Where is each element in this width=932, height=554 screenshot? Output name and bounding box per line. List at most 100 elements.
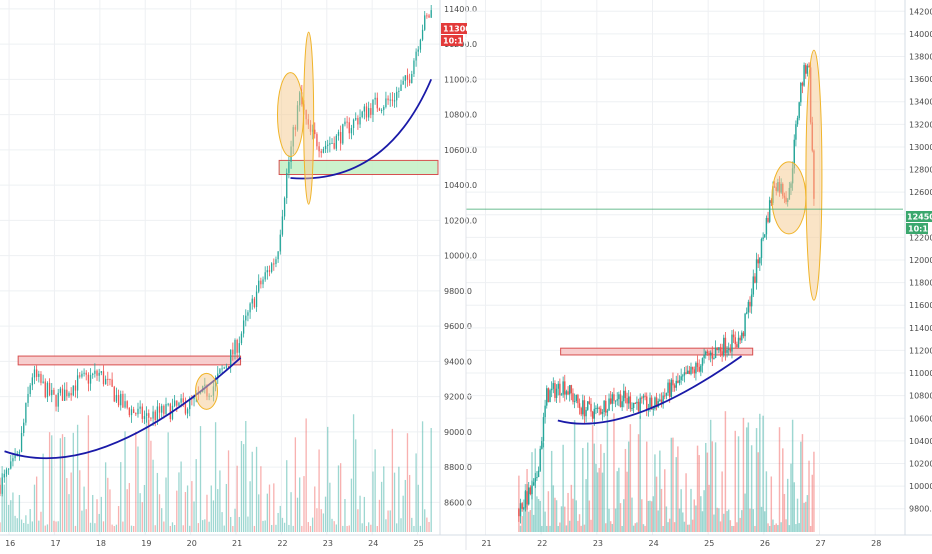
- volume-bar: [210, 485, 212, 532]
- candle-body: [380, 109, 383, 111]
- volume-bar: [550, 450, 553, 532]
- volume-bar: [677, 446, 679, 532]
- volume-bar: [583, 524, 586, 532]
- candle-body: [128, 407, 131, 416]
- volume-bar: [193, 501, 195, 532]
- volume-bar: [363, 496, 366, 532]
- candle-body: [752, 276, 755, 295]
- volume-bar: [72, 432, 74, 532]
- y-tick-label: 12000.0: [909, 256, 932, 265]
- volume-bar: [668, 518, 671, 532]
- volume-bar: [42, 453, 44, 532]
- x-tick-label: 17: [50, 539, 60, 548]
- candle-body: [14, 455, 16, 459]
- candle-body: [189, 398, 191, 410]
- candle-body: [547, 388, 550, 403]
- candle-body: [801, 82, 804, 86]
- candle-body: [544, 405, 546, 418]
- volume-bar: [567, 492, 569, 532]
- volume-bar: [163, 521, 165, 532]
- volume-bar: [424, 509, 426, 532]
- volume-bar: [402, 495, 404, 532]
- highlight-ellipse: [195, 372, 219, 410]
- volume-bar: [38, 520, 40, 532]
- highlight-ellipse: [303, 31, 315, 205]
- candle-body: [350, 128, 353, 134]
- volume-bar: [283, 522, 286, 532]
- volume-bar: [288, 524, 290, 532]
- volume-bar: [782, 448, 784, 532]
- volume-bar: [79, 470, 81, 532]
- volume-bar: [778, 427, 781, 532]
- volume-bar: [275, 524, 277, 532]
- x-tick-label: 22: [537, 539, 547, 548]
- candle-body: [234, 340, 236, 355]
- volume-bar: [311, 517, 314, 532]
- x-tick-label: 19: [141, 539, 151, 548]
- volume-bar: [616, 471, 618, 532]
- volume-bar: [333, 521, 335, 532]
- candle-body: [808, 65, 810, 68]
- candle-body: [657, 401, 659, 408]
- candle-body: [46, 382, 49, 398]
- volume-bar: [171, 522, 174, 532]
- candle-body: [428, 15, 430, 18]
- candle-body: [387, 98, 389, 101]
- candle-body: [161, 405, 163, 413]
- volume-bar: [23, 522, 25, 532]
- volume-bar: [665, 506, 668, 532]
- candle-body: [600, 408, 602, 414]
- volume-bar: [307, 522, 309, 532]
- candle-body: [124, 401, 126, 408]
- volume-bar: [686, 524, 689, 532]
- volume-bar: [600, 444, 602, 532]
- volume-bar: [98, 513, 100, 532]
- left-chart-panel: 16 17 18 19 20 21 22 23 24 25 8600.0 8800.0 9000.0 9…: [0, 0, 477, 548]
- candle-body: [734, 337, 736, 345]
- volume-bar: [176, 490, 178, 532]
- candle-body: [650, 397, 653, 410]
- volume-bar: [652, 496, 655, 532]
- volume-bar: [225, 483, 228, 532]
- volume-bar: [795, 524, 797, 532]
- candle-body: [92, 373, 94, 375]
- candle-body: [55, 394, 57, 407]
- candle-body: [534, 478, 537, 483]
- candle-body: [225, 366, 228, 368]
- volume-bar: [587, 442, 589, 532]
- candle-body: [389, 99, 391, 101]
- candle-body: [714, 347, 717, 359]
- candle-body: [559, 383, 561, 396]
- candle-body: [247, 312, 249, 316]
- volume-bar: [765, 471, 768, 532]
- y-tick-label: 9800.0: [909, 505, 932, 514]
- volume-bar: [236, 465, 238, 532]
- volume-bar: [596, 472, 599, 532]
- volume-bar: [760, 506, 763, 532]
- volume-bar: [667, 522, 669, 532]
- candle-body: [678, 380, 681, 383]
- candle-body: [541, 441, 543, 449]
- volume-bar: [20, 519, 23, 532]
- y-tick-label: 10400.0: [909, 437, 932, 446]
- volume-bar: [744, 493, 746, 532]
- volume-bar: [96, 499, 98, 532]
- candle-body: [654, 397, 656, 409]
- volume-bar: [419, 525, 422, 532]
- volume-bar: [709, 419, 712, 532]
- volume-bar: [182, 525, 184, 532]
- candle-body: [178, 402, 180, 406]
- candle-body: [557, 383, 559, 389]
- support-zone: [278, 159, 439, 176]
- highlight-ellipse: [276, 72, 304, 158]
- candle-body: [668, 382, 671, 397]
- candle-body: [631, 407, 633, 409]
- candle-body: [270, 263, 273, 272]
- candle-body: [104, 378, 107, 385]
- candle-body: [695, 362, 697, 374]
- candle-body: [805, 65, 807, 74]
- volume-bar: [337, 465, 340, 532]
- candle-body: [283, 198, 286, 217]
- y-tick-label: 9000.0: [444, 428, 472, 437]
- volume-bar: [695, 505, 697, 532]
